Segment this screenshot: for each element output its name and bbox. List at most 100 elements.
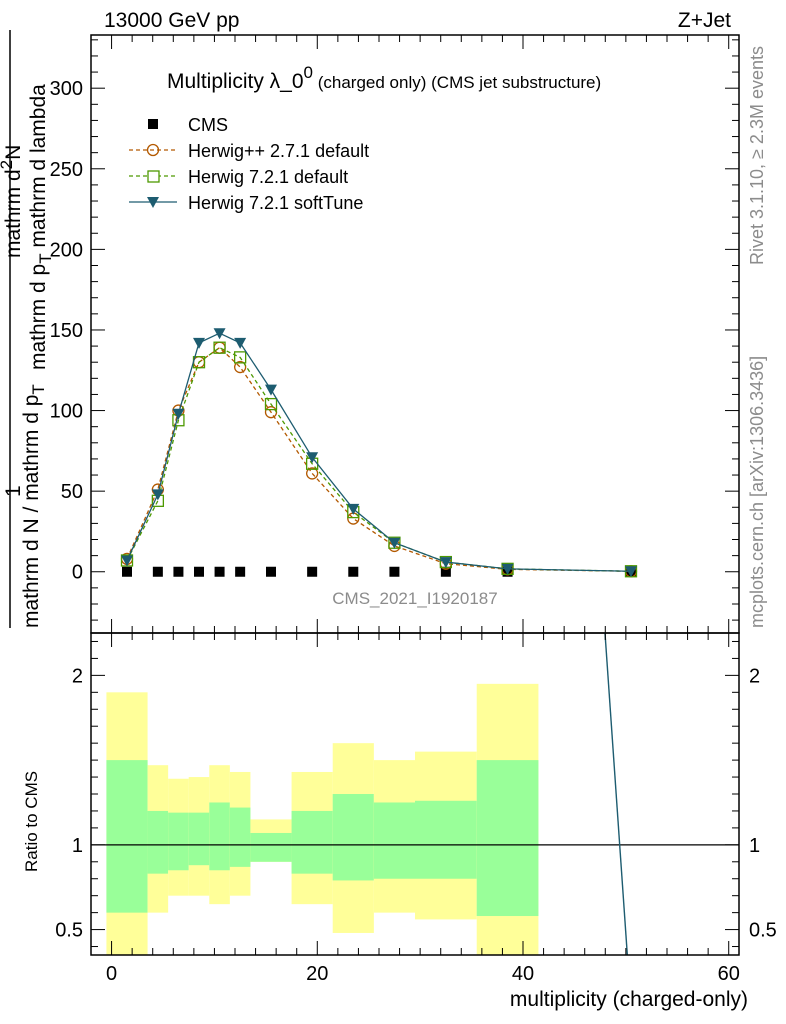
legend-marker-herwig7-softtune — [147, 197, 159, 208]
ratio-y-tick-labels: 0.5 0.5 1 1 2 2 — [55, 665, 777, 941]
main-series-layer — [120, 328, 638, 578]
ratio-y-tick-label: 2 — [72, 665, 83, 687]
legend-label-herwig7-default: Herwig 7.2.1 default — [188, 167, 348, 187]
data-point-cms — [266, 566, 276, 577]
data-point — [265, 384, 277, 396]
y-tick-label: 50 — [61, 481, 83, 503]
data-point-cms — [194, 566, 204, 577]
x-tick-label: 0 — [106, 963, 117, 985]
ratio-y-tick-label-right: 2 — [749, 665, 760, 687]
data-point — [233, 351, 247, 364]
legend-entry-cms: CMS — [148, 115, 228, 135]
ratio-axis-ticks — [91, 633, 739, 955]
legend-label-cms: CMS — [188, 115, 228, 135]
data-point-cms — [235, 566, 246, 577]
legend-marker-herwig7-default — [147, 170, 160, 183]
series-cms — [122, 566, 636, 577]
series-herwig-7-2-1-default — [120, 341, 638, 578]
series-herwig-7-2-1-softtune — [121, 328, 637, 578]
plot-title: Multiplicity λ_00 (charged only) (CMS je… — [167, 63, 601, 93]
x-tick-labels: 0 20 40 60 — [106, 963, 740, 985]
data-point — [625, 566, 637, 578]
y-tick-label: 150 — [50, 320, 83, 342]
legend-entry-herwig7-softtune: Herwig 7.2.1 softTune — [129, 193, 363, 213]
main-y-tick-labels: 0 50 100 150 200 250 300 — [50, 78, 83, 584]
data-point-cms — [173, 566, 184, 577]
y-label-one: 1 — [2, 485, 25, 497]
y-tick-label: 100 — [50, 401, 83, 423]
data-point-cms — [122, 566, 132, 577]
uncertainty-band-inner — [168, 812, 189, 871]
ratio-plot-frame — [90, 632, 740, 956]
data-point-cms — [440, 566, 451, 577]
y-label-denominator: mathrm d N / mathrm d pT — [20, 384, 48, 628]
uncertainty-band-inner — [476, 760, 539, 917]
data-point — [306, 452, 319, 464]
data-point — [213, 341, 226, 354]
ratio-y-tick-label-right: 0.5 — [749, 920, 777, 942]
data-point — [172, 408, 185, 420]
data-point — [193, 337, 205, 349]
ratio-series-layer — [604, 633, 629, 955]
analysis-watermark: CMS_2021_I1920187 — [332, 589, 497, 608]
ratio-plot-panel: 0.5 0.5 1 1 2 2 0 20 40 60 — [55, 632, 777, 985]
data-point — [388, 537, 401, 549]
y-label-numerator-lower: mathrm d pT mathrm d lambda — [27, 84, 55, 370]
y-tick-label: 300 — [50, 78, 83, 100]
x-tick-label: 20 — [306, 963, 328, 985]
x-axis-label: multiplicity (charged-only) — [510, 988, 748, 1011]
legend-marker-herwigpp — [146, 143, 160, 157]
ratio-y-tick-label: 0.5 — [55, 920, 83, 942]
data-point — [121, 555, 133, 567]
uncertainty-band-inner — [332, 794, 374, 881]
data-point — [213, 328, 226, 340]
legend-marker-cms — [148, 119, 158, 129]
series-herwig-2-7-1-default — [120, 341, 638, 578]
data-point — [439, 557, 452, 569]
x-tick-label: 40 — [512, 963, 534, 985]
data-point — [151, 489, 164, 501]
ratio-y-label: Ratio to CMS — [22, 771, 41, 872]
data-point-cms — [214, 566, 225, 577]
uncertainty-band-inner — [209, 802, 230, 871]
main-plot-panel: 0 50 100 150 200 250 300 Multiplicity λ_00 (ch… — [50, 34, 740, 634]
ratio-y-tick-label: 1 — [72, 835, 83, 857]
legend-entry-herwigpp: Herwig++ 2.7.1 default — [129, 141, 369, 161]
rivet-version-label: Rivet 3.1.10, ≥ 2.3M events — [747, 46, 767, 265]
y-tick-label: 0 — [72, 562, 83, 584]
y-label-numerator-upper: mathrm d2N — [0, 145, 25, 258]
uncertainty-band-inner — [291, 810, 333, 874]
y-tick-label: 250 — [50, 159, 83, 181]
data-point — [234, 337, 247, 349]
data-point-cms — [348, 566, 359, 577]
uncertainty-band-inner — [415, 800, 477, 879]
y-tick-label: 200 — [50, 239, 83, 261]
legend-label-herwigpp: Herwig++ 2.7.1 default — [188, 141, 369, 161]
ratio-y-tick-label-right: 1 — [749, 835, 760, 857]
uncertainty-band-inner — [373, 802, 415, 879]
header-right: Z+Jet — [678, 9, 731, 32]
legend-label-herwig7-softtune: Herwig 7.2.1 softTune — [188, 193, 363, 213]
data-point — [233, 360, 247, 374]
y-axis-label: 1 mathrm d N / mathrm d pT mathrm d2N ma… — [0, 30, 55, 628]
legend: CMS Herwig++ 2.7.1 default Herwig 7.2.1 … — [129, 115, 369, 213]
data-point — [305, 467, 319, 480]
legend-entry-herwig7-default: Herwig 7.2.1 default — [129, 167, 348, 187]
data-point-cms — [152, 566, 163, 577]
data-point — [501, 563, 514, 575]
uncertainty-band-inner — [147, 810, 169, 874]
data-point — [264, 397, 278, 411]
uncertainty-band-inner — [106, 760, 148, 913]
mcplots-label: mcplots.cern.ch [arXiv:1306.3436] — [747, 356, 767, 628]
data-point — [347, 503, 360, 515]
ratio-uncertainty-bands — [91, 683, 739, 955]
data-point — [213, 341, 226, 354]
data-point-cms — [389, 566, 400, 577]
uncertainty-band-inner — [250, 832, 292, 862]
data-point-cms — [307, 566, 318, 577]
series-line — [126, 346, 632, 572]
x-tick-label: 60 — [718, 963, 740, 985]
series-line — [126, 346, 632, 572]
main-axis-ticks — [91, 35, 739, 633]
